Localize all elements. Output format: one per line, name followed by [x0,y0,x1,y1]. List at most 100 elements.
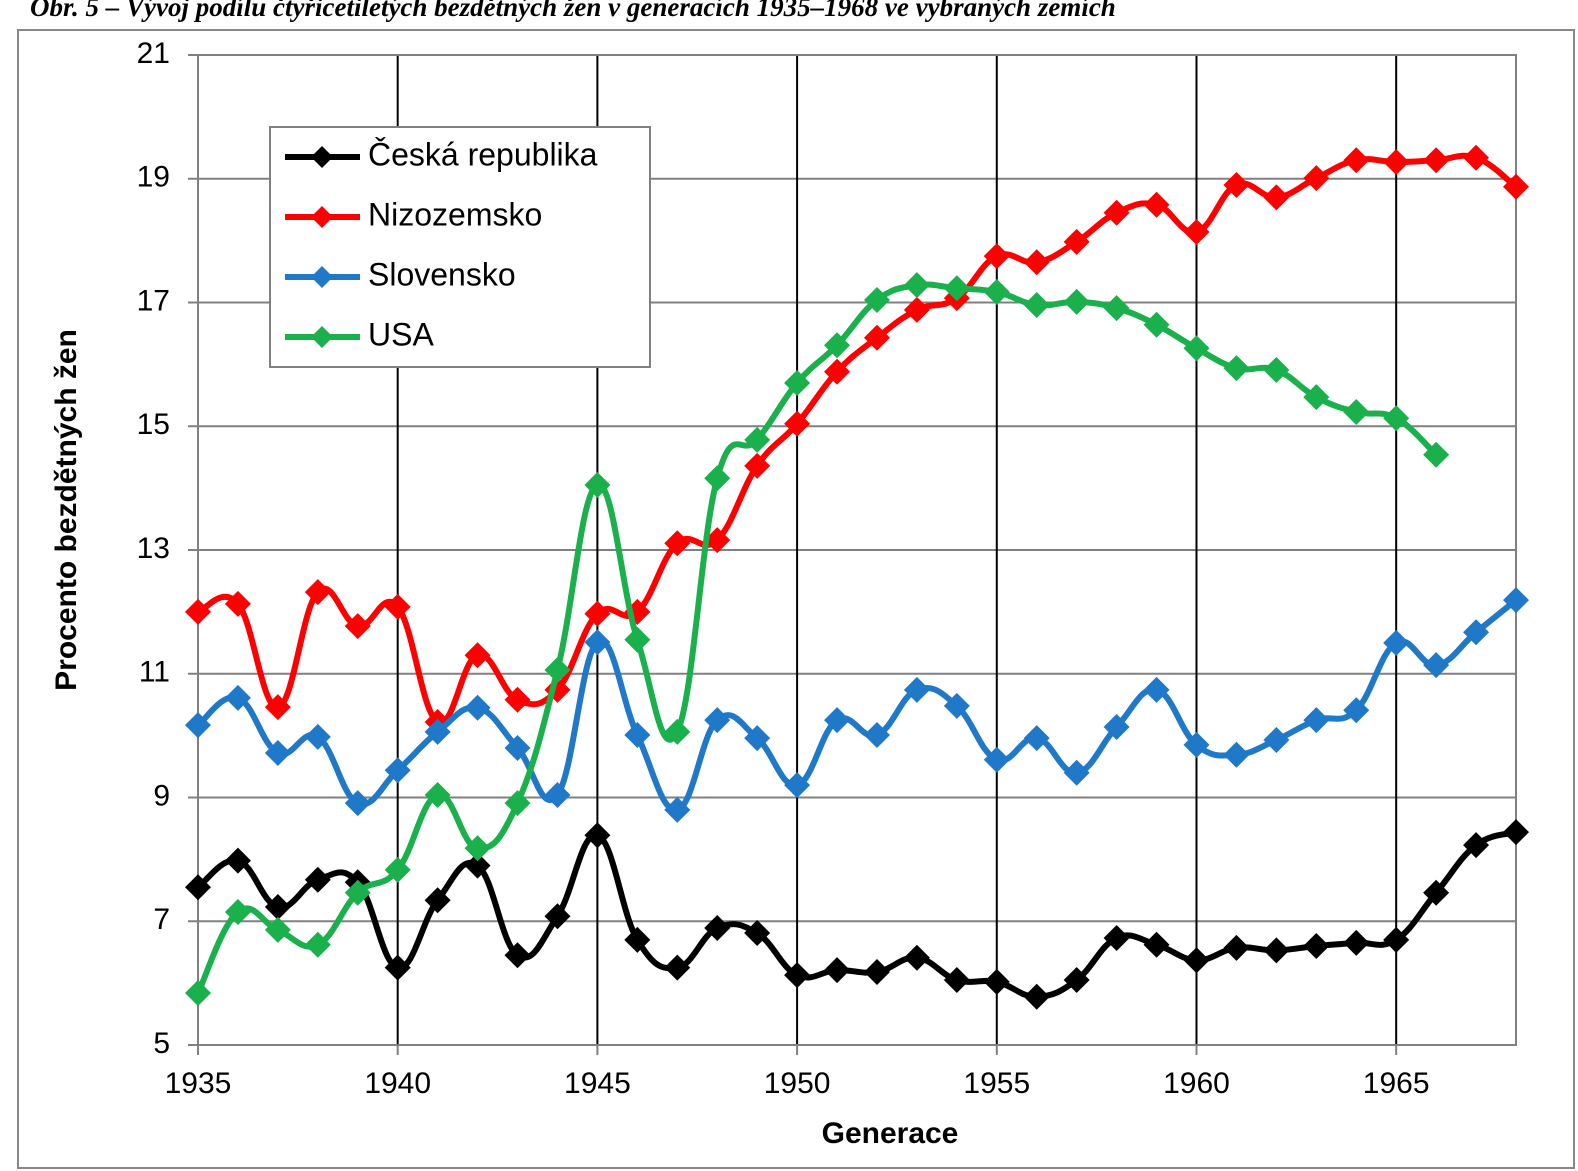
data-point [1503,819,1529,846]
legend-label: Nizozemsko [368,196,542,232]
data-point [1103,199,1130,226]
data-point [903,272,930,299]
data-point [903,676,930,703]
data-point [624,926,651,953]
data-point [1103,713,1130,740]
data-point [264,694,291,721]
x-tick-label: 1940 [364,1067,431,1100]
data-point [224,684,251,711]
data-point [304,723,331,750]
data-point [424,887,451,914]
data-point [384,593,411,620]
data-point [1143,931,1170,958]
data-point [943,692,970,719]
data-point [1343,399,1370,426]
data-point [943,275,970,302]
data-point [1223,355,1250,382]
data-point [1023,725,1050,752]
y-axis-title: Procento bezdětných žen [50,329,83,691]
data-point [264,894,291,921]
data-point [224,847,251,874]
data-point [344,613,371,640]
data-point [1023,249,1050,276]
data-point [1063,967,1090,994]
data-point [1263,184,1290,211]
data-point [704,465,731,492]
data-point [784,772,811,799]
data-point [504,686,531,713]
data-point [1143,311,1170,338]
data-point [1303,384,1330,411]
data-point [384,856,411,883]
data-point [384,757,411,784]
data-point [1183,947,1210,974]
data-point [1183,218,1210,245]
data-point [1423,879,1450,906]
data-point [1423,652,1450,679]
data-point [1343,697,1370,724]
legend-box [269,126,651,368]
data-point [504,735,531,761]
data-point [304,579,331,606]
data-point [664,954,691,981]
x-tick-label: 1950 [764,1067,831,1100]
data-point [1263,356,1290,383]
data-point [224,898,251,925]
data-point [744,426,771,453]
data-point [624,722,651,749]
data-point [824,707,851,734]
data-point [1263,726,1290,753]
data-point [1303,165,1330,192]
legend-marker [311,146,333,168]
data-point [584,629,611,656]
data-point [863,324,890,351]
data-point [704,527,731,554]
data-point [903,296,930,323]
data-point [664,796,691,823]
x-tick-label: 1960 [1163,1067,1230,1100]
data-point [424,718,451,745]
data-point [1063,288,1090,315]
y-tick-label: 5 [153,1027,170,1060]
data-point [504,942,531,969]
data-point [1063,228,1090,255]
data-point [1383,149,1410,176]
data-point [584,600,611,627]
data-point [983,968,1010,995]
data-point [304,931,331,958]
data-point [1383,629,1410,656]
data-point [544,903,571,930]
data-point [824,332,851,359]
data-point [1023,983,1050,1010]
data-point [1503,173,1529,200]
data-point [224,590,251,617]
data-point [704,915,731,942]
data-point [1343,929,1370,956]
data-point [943,967,970,994]
data-point [983,746,1010,773]
data-point [544,782,571,809]
data-point [744,452,771,479]
data-point [1063,759,1090,786]
data-point [185,598,211,625]
data-point [1303,707,1330,734]
y-tick-label: 11 [139,656,170,689]
legend-marker [311,266,333,288]
x-tick-label: 1955 [963,1067,1030,1100]
data-point [1143,191,1170,218]
data-point [744,725,771,752]
data-point [185,712,211,739]
x-tick-label: 1945 [564,1067,631,1100]
y-tick-label: 15 [137,408,170,441]
data-point [1503,587,1529,614]
data-point [863,958,890,985]
data-point [584,472,611,499]
data-point [185,980,211,1007]
data-point [544,657,571,684]
data-point [1423,441,1450,468]
data-point [1183,335,1210,362]
x-axis-title: Generace [822,1117,959,1150]
data-point [824,957,851,984]
data-point [1103,295,1130,322]
legend-label: Slovensko [368,256,516,292]
